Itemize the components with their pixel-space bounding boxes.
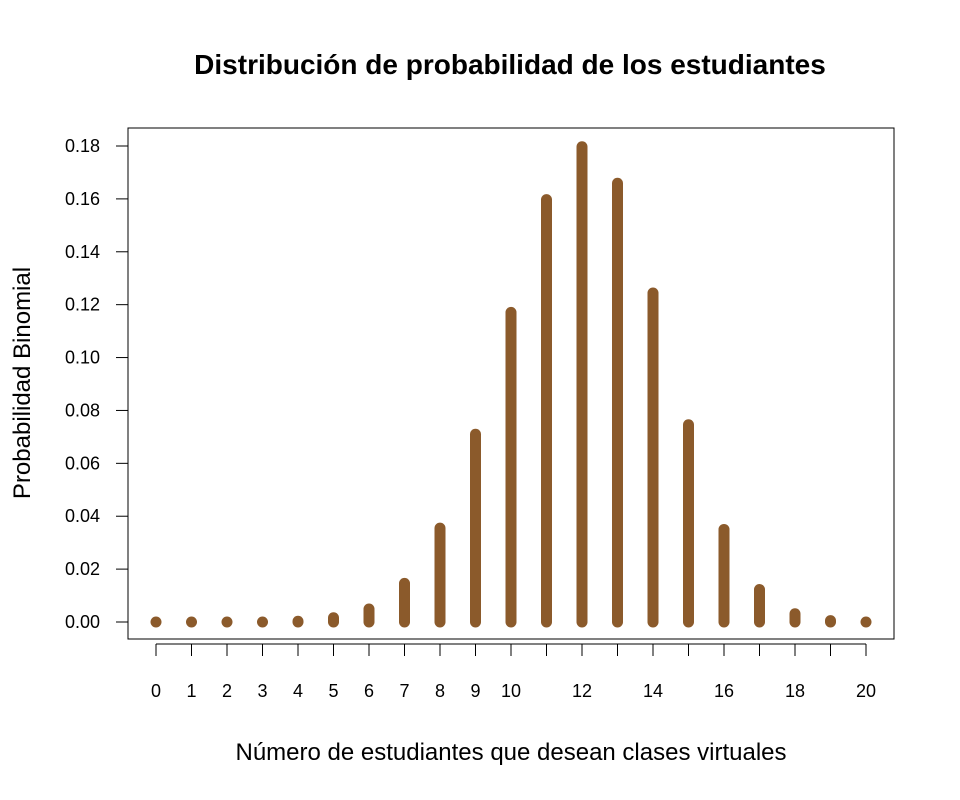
x-tick-label: 4 [293,681,303,701]
y-tick-label: 0.06 [65,453,100,473]
y-tick-label: 0.00 [65,612,100,632]
y-tick-label: 0.08 [65,400,100,420]
y-tick-label: 0.14 [65,242,100,262]
x-tick-label: 20 [856,681,876,701]
x-tick-label: 7 [399,681,409,701]
x-tick-label: 3 [257,681,267,701]
y-tick-label: 0.18 [65,136,100,156]
y-axis-label: Probabilidad Binomial [9,267,36,499]
y-tick-label: 0.10 [65,348,100,368]
y-axis: 0.00 0.02 0.04 0.06 0.08 0.10 0.12 0.14 0.16 0.18 [65,136,129,632]
chart-title: Distribución de probabilidad de los estu… [194,49,826,80]
bars [150,141,872,628]
x-tick-label: 6 [364,681,374,701]
y-tick-label: 0.04 [65,506,100,526]
x-tick-label: 9 [470,681,480,701]
x-tick-label: 0 [151,681,161,701]
x-tick-label: 10 [501,681,521,701]
x-tick-label: 16 [714,681,734,701]
y-tick-label: 0.16 [65,189,100,209]
y-tick-label: 0.02 [65,559,100,579]
x-axis: 0 1 2 3 4 5 6 7 8 9 10 12 14 16 18 20 [151,643,876,701]
x-axis-label: Número de estudiantes que desean clases … [236,739,787,766]
x-tick-label: 12 [572,681,592,701]
x-tick-label: 2 [222,681,232,701]
x-tick-label: 18 [785,681,805,701]
x-tick-label: 14 [643,681,663,701]
x-tick-label: 1 [186,681,196,701]
x-tick-label: 8 [435,681,445,701]
y-tick-label: 0.12 [65,295,100,315]
x-tick-label: 5 [328,681,338,701]
